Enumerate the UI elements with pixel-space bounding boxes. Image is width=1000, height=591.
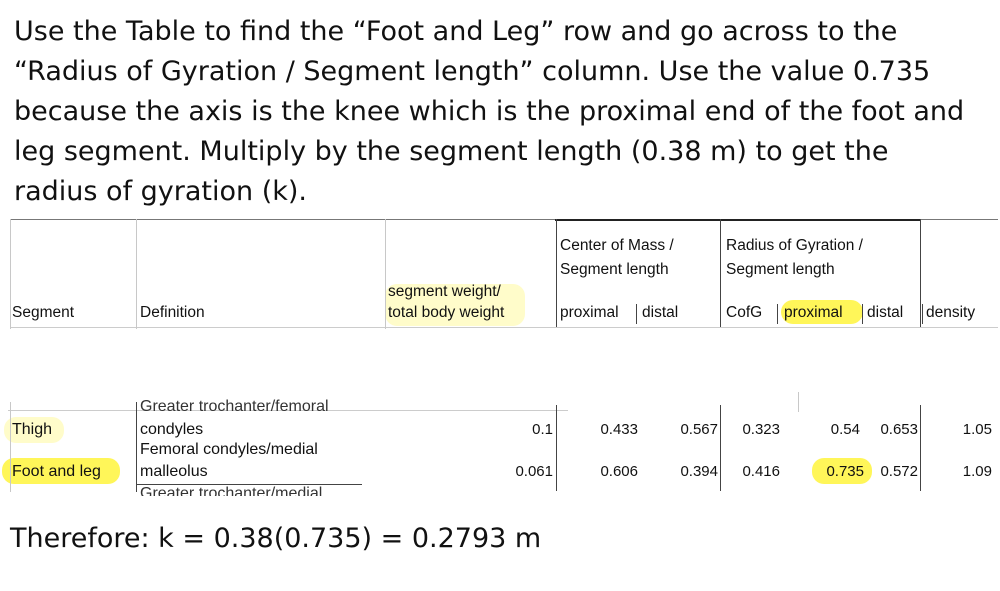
clipped-bottom-definition: Greater trochanter/medial — [140, 485, 322, 496]
foot-leg-rog-proximal: 0.735 — [802, 463, 864, 480]
header-com-line1: Center of Mass / — [560, 237, 674, 255]
thigh-com-proximal: 0.433 — [580, 421, 638, 438]
foot-leg-definition-line2: malleolus — [140, 463, 208, 481]
foot-leg-definition-line1: Femoral condyles/medial — [140, 441, 318, 459]
body-border-definition — [136, 402, 137, 492]
instruction-line-1: Use the Table to find the “Foot and Leg”… — [14, 12, 989, 52]
header-cofg: CofG — [726, 304, 762, 322]
header-weight-line2: total body weight — [388, 304, 504, 322]
thigh-cofg: 0.323 — [722, 421, 780, 438]
instruction-line-5: radius of gyration (k). — [14, 172, 989, 212]
header-bottom-rule — [10, 327, 998, 328]
clipped-top-definition: Greater trochanter/femoral — [140, 398, 329, 412]
foot-leg-com-proximal: 0.606 — [580, 463, 638, 480]
foot-leg-weight: 0.061 — [480, 463, 553, 480]
thigh-rog-distal: 0.653 — [860, 421, 918, 438]
body-border-segment — [10, 402, 11, 492]
thigh-rog-proximal: 0.54 — [802, 421, 860, 438]
clipped-top-wrap: Greater trochanter/femoral — [138, 392, 438, 412]
header-weight-line1: segment weight/ — [388, 283, 501, 301]
header-segment: Segment — [12, 304, 74, 322]
col-border-weight — [385, 219, 386, 329]
foot-leg-com-distal: 0.394 — [660, 463, 718, 480]
header-com-distal: distal — [642, 304, 678, 322]
header-rog-proximal: proximal — [784, 304, 843, 322]
sub-border-rog-proximal — [777, 304, 778, 324]
instruction-line-2: “Radius of Gyration / Segment length” co… — [14, 52, 989, 92]
col-border-segment — [10, 219, 11, 329]
instruction-line-4: leg segment. Multiply by the segment len… — [14, 132, 989, 172]
thigh-density: 1.05 — [930, 421, 992, 438]
foot-leg-rog-distal: 0.572 — [860, 463, 918, 480]
foot-leg-segment: Foot and leg — [12, 463, 101, 481]
col-border-com — [556, 219, 557, 327]
group-top-border — [555, 219, 921, 221]
sub-border-rog-distal — [862, 304, 863, 324]
sub-border-com-distal — [636, 304, 637, 324]
header-com-proximal: proximal — [560, 304, 619, 322]
thigh-segment: Thigh — [12, 421, 52, 439]
header-definition: Definition — [140, 304, 205, 322]
body-border-rog — [920, 405, 921, 491]
body-border-com — [720, 405, 721, 491]
body-border-faint — [798, 392, 799, 412]
foot-leg-cofg: 0.416 — [722, 463, 780, 480]
header-density: density — [926, 304, 975, 322]
conclusion: Therefore: k = 0.38(0.735) = 0.2793 m — [10, 523, 541, 554]
foot-leg-density: 1.09 — [930, 463, 992, 480]
instruction-paragraph: Use the Table to find the “Foot and Leg”… — [14, 12, 989, 212]
header-rog-line1: Radius of Gyration / — [726, 237, 863, 255]
instruction-line-3: because the axis is the knee which is th… — [14, 92, 989, 132]
col-border-definition — [136, 219, 137, 329]
anthropometric-table: Segment Definition segment weight/ total… — [0, 212, 1000, 502]
sub-border-density — [922, 304, 923, 324]
col-border-rog — [720, 219, 721, 327]
header-rog-line2: Segment length — [726, 261, 835, 279]
header-com-line2: Segment length — [560, 261, 669, 279]
thigh-weight: 0.1 — [480, 421, 553, 438]
thigh-definition: condyles — [140, 421, 203, 439]
thigh-com-distal: 0.567 — [660, 421, 718, 438]
header-rog-distal: distal — [867, 304, 903, 322]
body-border-weight — [556, 405, 557, 491]
col-border-rog-right — [920, 219, 921, 327]
clipped-bottom-wrap: Greater trochanter/medial — [138, 485, 438, 496]
